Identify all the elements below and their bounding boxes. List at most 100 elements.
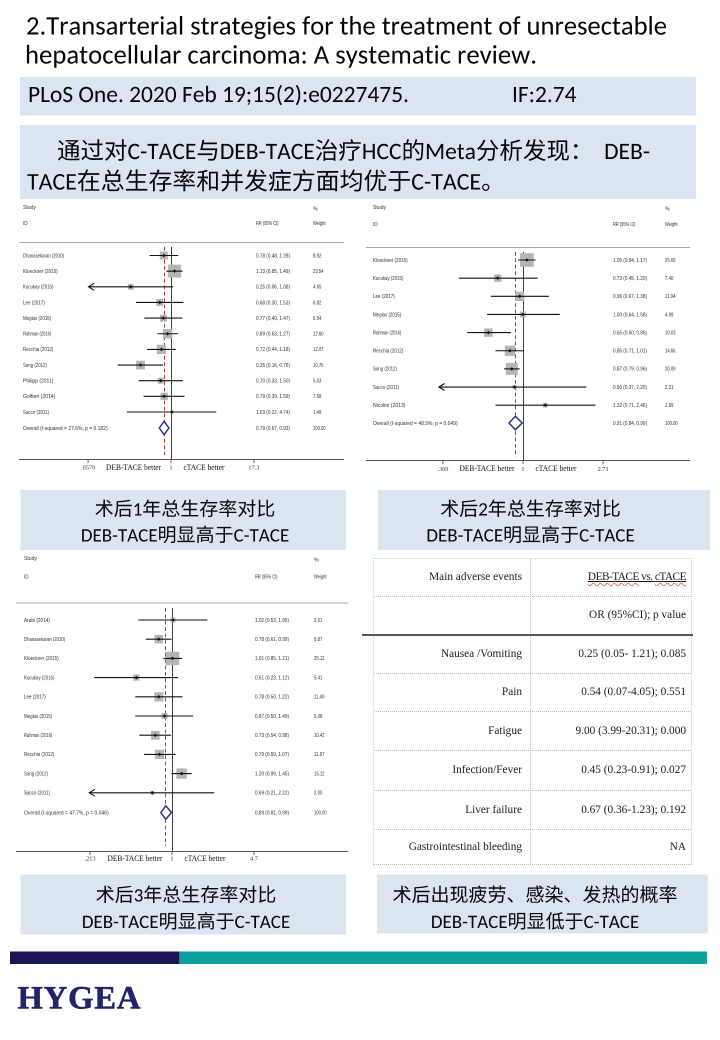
svg-text:0.51 (0.23, 1.12): 0.51 (0.23, 1.12) <box>255 675 289 681</box>
svg-text:15.12: 15.12 <box>314 771 325 777</box>
svg-text:DEB-TACE better: DEB-TACE better <box>106 462 161 472</box>
svg-text:Lee (2017): Lee (2017) <box>24 695 46 701</box>
svg-text:Kucukay (2015): Kucukay (2015) <box>373 276 404 282</box>
svg-text:.213: .213 <box>85 856 96 863</box>
svg-text:0.78 (0.61, 0.99): 0.78 (0.61, 0.99) <box>255 637 289 643</box>
svg-text:RR (95% CI): RR (95% CI) <box>256 221 279 227</box>
svg-text:Dhanasekaran (2010): Dhanasekaran (2010) <box>24 637 65 643</box>
svg-text:5.08: 5.08 <box>314 714 322 720</box>
svg-text:Sacco (2011): Sacco (2011) <box>23 410 49 416</box>
svg-text:Overall (I-squared = 48.5%, p: Overall (I-squared = 48.5%, p = 0.049) <box>373 421 458 427</box>
svg-text:1.01 (0.85, 1.21): 1.01 (0.85, 1.21) <box>255 656 289 662</box>
svg-text:0.87 (0.50, 1.49): 0.87 (0.50, 1.49) <box>255 714 289 720</box>
svg-text:17.3: 17.3 <box>248 465 259 472</box>
svg-text:0.78 (0.50, 1.22): 0.78 (0.50, 1.22) <box>255 695 289 701</box>
svg-text:14.66: 14.66 <box>665 349 676 355</box>
svg-text:Meglas (2015): Meglas (2015) <box>24 714 52 720</box>
svg-text:1.13 (0.85, 1.49): 1.13 (0.85, 1.49) <box>256 269 290 275</box>
svg-text:0.79 (0.39, 1.59): 0.79 (0.39, 1.59) <box>256 394 290 400</box>
svg-text:10.42: 10.42 <box>314 733 325 739</box>
svg-text:25.12: 25.12 <box>314 656 325 662</box>
svg-text:2.89: 2.89 <box>665 403 673 409</box>
svg-text:Rahman (2016): Rahman (2016) <box>373 330 401 336</box>
svg-text:1.00 (0.64, 1.58): 1.00 (0.64, 1.58) <box>613 312 647 318</box>
svg-text:Song (2012): Song (2012) <box>24 771 48 777</box>
svg-text:100.00: 100.00 <box>314 810 327 816</box>
svg-text:Golfieri (2014): Golfieri (2014) <box>23 394 56 400</box>
svg-text:0.73 (0.45, 1.20): 0.73 (0.45, 1.20) <box>613 276 647 282</box>
svg-text:Kucukay (2015): Kucukay (2015) <box>23 285 54 291</box>
svg-text:Kloeckner (2015): Kloeckner (2015) <box>373 258 408 264</box>
svg-text:100.00: 100.00 <box>665 421 678 427</box>
svg-text:%: % <box>314 558 319 564</box>
svg-text:RR (95% CI): RR (95% CI) <box>613 222 636 228</box>
svg-text:Dhanasekaran (2010): Dhanasekaran (2010) <box>23 253 64 259</box>
svg-text:Song (2012): Song (2012) <box>23 363 47 369</box>
svg-text:Meglas (2015): Meglas (2015) <box>23 316 51 322</box>
svg-text:%: % <box>313 207 318 213</box>
svg-text:Study: Study <box>24 556 37 562</box>
svg-text:23.54: 23.54 <box>313 269 324 275</box>
svg-text:0.78 (0.48, 1.28): 0.78 (0.48, 1.28) <box>256 253 290 259</box>
svg-text:0.90 (0.37, 2.20): 0.90 (0.37, 2.20) <box>613 385 647 391</box>
svg-text:11.94: 11.94 <box>665 294 676 300</box>
svg-text:12.60: 12.60 <box>313 332 324 338</box>
svg-text:1: 1 <box>170 856 173 863</box>
svg-text:8.92: 8.92 <box>313 253 321 259</box>
svg-text:6.82: 6.82 <box>313 300 321 306</box>
svg-text:.369: .369 <box>437 466 448 473</box>
svg-text:2.31: 2.31 <box>665 385 673 391</box>
svg-text:0.25 (0.06, 1.08): 0.25 (0.06, 1.08) <box>256 285 290 291</box>
svg-text:0.65 (0.50, 0.86): 0.65 (0.50, 0.86) <box>613 330 647 336</box>
svg-text:Kloeckner (2015): Kloeckner (2015) <box>23 269 58 275</box>
svg-text:Rahman (2016): Rahman (2016) <box>23 332 51 338</box>
svg-text:Philipp (2011): Philipp (2011) <box>23 379 54 385</box>
svg-text:1.03 (0.22, 4.74): 1.03 (0.22, 4.74) <box>256 410 290 416</box>
svg-text:Arabi (2014): Arabi (2014) <box>24 618 50 624</box>
svg-text:1.20 (0.99, 1.45): 1.20 (0.99, 1.45) <box>255 771 289 777</box>
svg-text:0.79 (0.59, 1.07): 0.79 (0.59, 1.07) <box>255 752 289 758</box>
svg-text:9.87: 9.87 <box>314 637 322 643</box>
svg-text:0.70 (0.33, 1.50): 0.70 (0.33, 1.50) <box>256 379 290 385</box>
svg-text:Rahman (2016): Rahman (2016) <box>24 733 52 739</box>
svg-text:cTACE better: cTACE better <box>185 853 226 863</box>
svg-text:4.99: 4.99 <box>665 312 673 318</box>
svg-text:Weight: Weight <box>314 575 327 581</box>
svg-text:12.07: 12.07 <box>313 347 324 353</box>
svg-text:25.69: 25.69 <box>665 258 676 264</box>
svg-text:10.76: 10.76 <box>313 363 324 369</box>
svg-text:Nicolini (2013): Nicolini (2013) <box>373 403 406 409</box>
svg-text:Song (2012): Song (2012) <box>373 367 397 373</box>
svg-text:0.87 (0.79, 0.96): 0.87 (0.79, 0.96) <box>613 367 647 373</box>
svg-text:Meglas (2015): Meglas (2015) <box>373 312 401 318</box>
svg-text:20.09: 20.09 <box>665 367 676 373</box>
svg-text:Sacco (2011): Sacco (2011) <box>373 385 399 391</box>
svg-text:5.41: 5.41 <box>314 675 322 681</box>
svg-text:ID: ID <box>24 575 29 581</box>
svg-text:Recchia (2012): Recchia (2012) <box>24 752 55 758</box>
svg-text:.0579: .0579 <box>81 465 95 472</box>
svg-text:4.7: 4.7 <box>250 856 258 863</box>
svg-text:1: 1 <box>521 466 524 473</box>
svg-text:100.00: 100.00 <box>313 426 326 432</box>
svg-text:cTACE better: cTACE better <box>184 462 225 472</box>
svg-text:3.51: 3.51 <box>314 618 322 624</box>
svg-text:Lee (2017): Lee (2017) <box>373 294 395 300</box>
svg-text:Sacco (2011): Sacco (2011) <box>24 791 50 797</box>
svg-text:DEB-TACE better: DEB-TACE better <box>459 463 514 473</box>
svg-text:6.54: 6.54 <box>313 316 321 322</box>
svg-text:ID: ID <box>23 221 28 227</box>
svg-text:11.49: 11.49 <box>314 695 325 701</box>
svg-text:Overall (I-squared = 27.6%, p: Overall (I-squared = 27.6%, p = 0.182) <box>23 426 108 432</box>
svg-text:0.91 (0.84, 0.99): 0.91 (0.84, 0.99) <box>613 421 647 427</box>
svg-text:0.96 (0.67, 1.38): 0.96 (0.67, 1.38) <box>613 294 647 300</box>
svg-text:Lee (2017): Lee (2017) <box>23 300 45 306</box>
svg-text:Study: Study <box>23 205 36 211</box>
svg-text:Weight: Weight <box>313 221 326 227</box>
svg-text:Recchia (2012): Recchia (2012) <box>373 349 404 355</box>
svg-text:DEB-TACE better: DEB-TACE better <box>108 853 163 863</box>
svg-text:0.79 (0.67, 0.93): 0.79 (0.67, 0.93) <box>256 426 290 432</box>
svg-text:7.58: 7.58 <box>313 394 321 400</box>
svg-text:Kloeckner (2015): Kloeckner (2015) <box>24 656 59 662</box>
svg-text:0.73 (0.54, 0.98): 0.73 (0.54, 0.98) <box>255 733 289 739</box>
